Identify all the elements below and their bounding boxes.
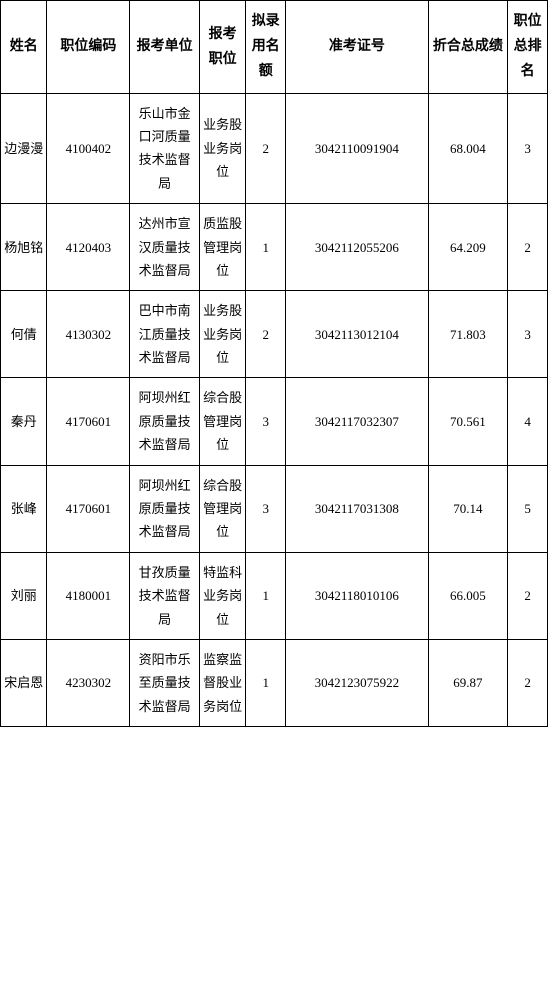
header-position-code: 职位编码 [47,1,130,94]
header-quota: 拟录用名额 [246,1,286,94]
cell-score: 66.005 [428,552,508,639]
cell-position: 特监科业务岗位 [199,552,245,639]
table-row: 张峰 4170601 阿坝州红原质量技术监督局 综合股管理岗位 3 304211… [1,465,548,552]
header-score: 折合总成绩 [428,1,508,94]
cell-exam-no: 3042117032307 [286,378,429,465]
table-row: 宋启恩 4230302 资阳市乐至质量技术监督局 监察监督股业务岗位 1 304… [1,639,548,726]
cell-dept: 资阳市乐至质量技术监督局 [130,639,200,726]
cell-exam-no: 3042117031308 [286,465,429,552]
cell-exam-no: 3042110091904 [286,93,429,204]
cell-quota: 1 [246,639,286,726]
cell-position-code: 4170601 [47,465,130,552]
table-row: 杨旭铭 4120403 达州市宣汉质量技术监督局 质监股管理岗位 1 30421… [1,204,548,291]
cell-score: 70.561 [428,378,508,465]
cell-name: 张峰 [1,465,47,552]
cell-position: 业务股业务岗位 [199,291,245,378]
cell-name: 杨旭铭 [1,204,47,291]
cell-score: 71.803 [428,291,508,378]
cell-position-code: 4100402 [47,93,130,204]
cell-name: 宋启恩 [1,639,47,726]
cell-dept: 巴中市南江质量技术监督局 [130,291,200,378]
cell-quota: 2 [246,93,286,204]
cell-score: 68.004 [428,93,508,204]
table-row: 边漫漫 4100402 乐山市金口河质量技术监督局 业务股业务岗位 2 3042… [1,93,548,204]
cell-rank: 3 [508,291,548,378]
cell-quota: 3 [246,465,286,552]
table-body: 边漫漫 4100402 乐山市金口河质量技术监督局 业务股业务岗位 2 3042… [1,93,548,727]
cell-dept: 阿坝州红原质量技术监督局 [130,378,200,465]
cell-position-code: 4230302 [47,639,130,726]
header-row: 姓名 职位编码 报考单位 报考职位 拟录用名额 准考证号 折合总成绩 职位总排名 [1,1,548,94]
cell-rank: 4 [508,378,548,465]
header-dept: 报考单位 [130,1,200,94]
cell-position-code: 4120403 [47,204,130,291]
cell-position-code: 4170601 [47,378,130,465]
table-row: 何倩 4130302 巴中市南江质量技术监督局 业务股业务岗位 2 304211… [1,291,548,378]
cell-dept: 乐山市金口河质量技术监督局 [130,93,200,204]
cell-exam-no: 3042112055206 [286,204,429,291]
cell-quota: 1 [246,552,286,639]
header-exam-no: 准考证号 [286,1,429,94]
cell-position-code: 4180001 [47,552,130,639]
cell-dept: 甘孜质量技术监督局 [130,552,200,639]
cell-exam-no: 3042123075922 [286,639,429,726]
cell-rank: 5 [508,465,548,552]
cell-rank: 2 [508,639,548,726]
cell-exam-no: 3042118010106 [286,552,429,639]
cell-position: 综合股管理岗位 [199,465,245,552]
cell-name: 何倩 [1,291,47,378]
cell-quota: 1 [246,204,286,291]
cell-score: 64.209 [428,204,508,291]
cell-name: 刘丽 [1,552,47,639]
cell-position: 质监股管理岗位 [199,204,245,291]
cell-score: 70.14 [428,465,508,552]
cell-name: 秦丹 [1,378,47,465]
header-position: 报考职位 [199,1,245,94]
cell-position: 综合股管理岗位 [199,378,245,465]
cell-score: 69.87 [428,639,508,726]
table-header: 姓名 职位编码 报考单位 报考职位 拟录用名额 准考证号 折合总成绩 职位总排名 [1,1,548,94]
header-rank: 职位总排名 [508,1,548,94]
cell-position: 监察监督股业务岗位 [199,639,245,726]
cell-rank: 2 [508,552,548,639]
table-row: 刘丽 4180001 甘孜质量技术监督局 特监科业务岗位 1 304211801… [1,552,548,639]
cell-rank: 3 [508,93,548,204]
cell-exam-no: 3042113012104 [286,291,429,378]
cell-quota: 2 [246,291,286,378]
table-row: 秦丹 4170601 阿坝州红原质量技术监督局 综合股管理岗位 3 304211… [1,378,548,465]
cell-quota: 3 [246,378,286,465]
cell-position-code: 4130302 [47,291,130,378]
exam-results-table: 姓名 职位编码 报考单位 报考职位 拟录用名额 准考证号 折合总成绩 职位总排名… [0,0,548,727]
cell-dept: 阿坝州红原质量技术监督局 [130,465,200,552]
cell-dept: 达州市宣汉质量技术监督局 [130,204,200,291]
cell-rank: 2 [508,204,548,291]
cell-position: 业务股业务岗位 [199,93,245,204]
header-name: 姓名 [1,1,47,94]
cell-name: 边漫漫 [1,93,47,204]
